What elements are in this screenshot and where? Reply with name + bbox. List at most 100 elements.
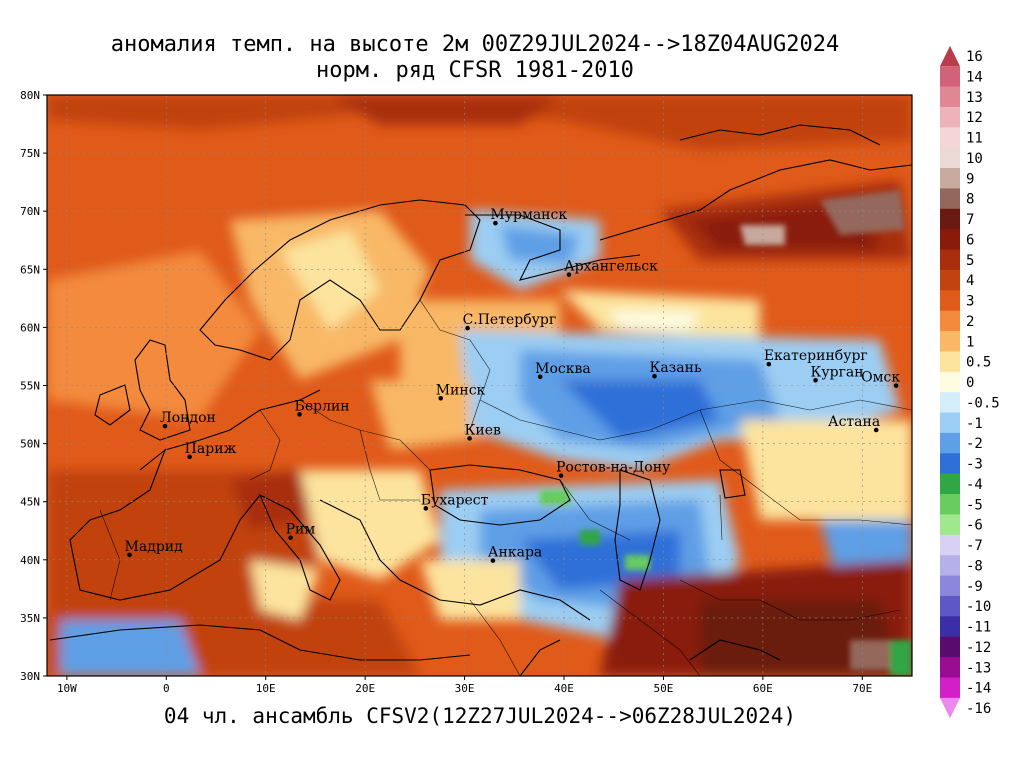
lon-tick-label: 10E [256, 682, 276, 695]
legend-swatch [940, 249, 960, 271]
legend-swatch [940, 595, 960, 617]
city-dot [490, 558, 496, 563]
city-label: Киев [465, 422, 501, 438]
legend-label: 6 [966, 232, 974, 248]
lat-tick-label: 35N [20, 612, 40, 625]
city-dot [438, 395, 444, 401]
legend-label: 7 [966, 212, 974, 228]
legend-label: 0.5 [966, 355, 991, 371]
city-label: Лондон [160, 410, 216, 426]
city-dot [873, 427, 879, 433]
city-label: Екатеринбург [764, 348, 868, 364]
legend-label: -4 [966, 477, 983, 493]
city-dot [558, 473, 564, 478]
legend-label: -1 [966, 416, 983, 432]
legend-swatch [940, 616, 960, 638]
legend-label: -5 [966, 497, 983, 513]
city-label: Берлин [295, 398, 350, 414]
city-label: Астана [828, 414, 880, 430]
city-label: Казань [649, 360, 701, 376]
city-label: Бухарест [421, 492, 489, 508]
legend-label: 4 [966, 273, 974, 289]
lon-tick-label: 0 [163, 682, 170, 695]
city-label: Мурманск [490, 207, 567, 223]
city-label: Омск [861, 370, 900, 386]
color-legend: 16 14 13 12 11 10 9 8 7 6 5 4 3 2 1 0.5 0 -0.5 -1 -2 -3 -4 -5 -… [940, 45, 1000, 719]
legend-swatch [940, 331, 960, 352]
lat-tick-label: 50N [20, 438, 40, 451]
legend-label: -9 [966, 579, 983, 595]
city-dot [297, 412, 302, 417]
legend-label: -12 [966, 640, 991, 656]
legend-swatch [940, 66, 960, 88]
ensemble-footer: 04 чл. ансамбль CFSV2(12Z27JUL2024-->06Z… [163, 704, 797, 728]
city-dot [127, 552, 132, 558]
legend-label: -8 [966, 558, 983, 574]
legend-label: -16 [966, 701, 991, 717]
city-dot [566, 272, 572, 277]
latitude-axis: 80N 75N 70N 65N 60N 55N 50N 45N 40N 35N 30N [20, 89, 47, 683]
city-label: Минск [436, 382, 486, 398]
lon-tick-label: 50E [653, 682, 673, 695]
legend-swatch [940, 168, 960, 189]
legend-swatch [940, 310, 960, 332]
city-markers: Мурманск Архангельск С.Петербург Москва Каза… [125, 207, 900, 563]
legend-label: -2 [966, 436, 983, 452]
legend-label: 1 [966, 334, 974, 350]
legend-swatch [940, 392, 960, 414]
legend-swatch [940, 290, 960, 312]
city-label: Москва [535, 361, 591, 377]
city-label: Рим [286, 522, 316, 538]
lon-tick-label: 10W [57, 682, 77, 695]
legend-label: -11 [966, 620, 991, 636]
legend-label: -7 [966, 538, 983, 554]
lat-tick-label: 65N [20, 263, 40, 276]
lat-tick-label: 80N [20, 89, 40, 102]
legend-swatch [940, 514, 960, 536]
legend-label: -13 [966, 660, 991, 676]
lon-tick-label: 70E [852, 682, 872, 695]
legend-swatch [940, 188, 960, 210]
city-label: С.Петербург [463, 312, 557, 328]
city-dot [467, 436, 472, 441]
city-label: Курган [811, 364, 864, 380]
legend-label: 3 [966, 294, 974, 310]
legend-label: 16 [966, 49, 983, 65]
city-dot [766, 361, 772, 367]
legend-label: 10 [966, 151, 983, 167]
city-label: Архангельск [564, 259, 658, 275]
legend-swatch [940, 412, 960, 434]
city-dot [537, 374, 543, 380]
legend-label: -10 [966, 599, 991, 615]
legend-label: 9 [966, 171, 974, 187]
legend-swatch [940, 147, 960, 169]
city-label: Мадрид [125, 539, 184, 555]
title-line-2: норм. ряд CFSR 1981-2010 [316, 58, 634, 83]
anomaly-field [47, 95, 912, 676]
legend-label: 11 [966, 131, 983, 147]
city-dot [187, 454, 192, 460]
legend-label: 5 [966, 253, 974, 269]
city-label: Ростов-на-Дону [556, 460, 671, 476]
lon-tick-label: 30E [455, 682, 475, 695]
lon-tick-label: 20E [355, 682, 375, 695]
legend-arrow-top [940, 45, 960, 67]
legend-swatch [940, 229, 960, 251]
legend-swatch [940, 473, 960, 495]
city-label: Анкара [488, 545, 542, 561]
lat-tick-label: 70N [20, 205, 40, 218]
legend-label: 12 [966, 110, 983, 126]
legend-label: -0.5 [966, 395, 1000, 411]
lat-tick-label: 55N [20, 380, 40, 393]
legend-label: 14 [966, 69, 983, 85]
lat-tick-label: 30N [20, 670, 40, 683]
city-label: Париж [185, 441, 237, 457]
legend-arrow-bottom [940, 697, 960, 719]
longitude-axis: 10W 0 10E 20E 30E 40E 50E 60E 70E [57, 676, 872, 695]
graticule [47, 95, 912, 676]
lon-tick-label: 60E [753, 682, 773, 695]
legend-swatch [940, 351, 960, 373]
legend-swatch [940, 677, 960, 699]
legend-swatch [940, 106, 960, 128]
